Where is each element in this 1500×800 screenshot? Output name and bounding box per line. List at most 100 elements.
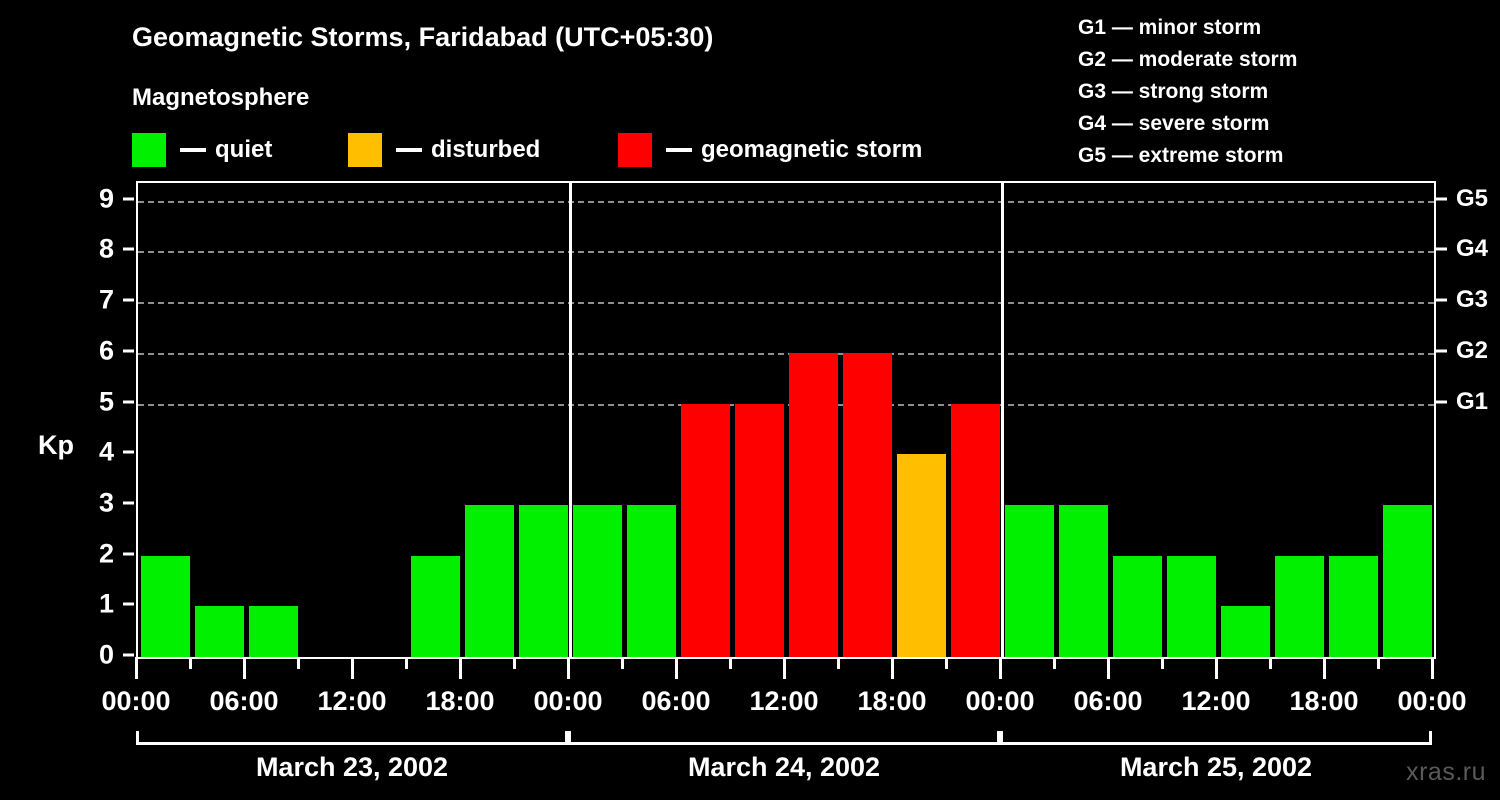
x-tick-45h — [944, 657, 948, 669]
g-tick-G1 — [1436, 400, 1447, 404]
gridline-kp-9 — [138, 200, 1434, 203]
bar-9[interactable] — [626, 504, 676, 657]
x-tick-69h — [1376, 657, 1380, 669]
legend-label: quiet — [215, 136, 273, 163]
x-tick-27h — [620, 657, 624, 669]
bar-5[interactable] — [410, 555, 460, 657]
bar-18[interactable] — [1112, 555, 1162, 657]
disturbed-swatch — [348, 133, 382, 167]
day-bracket-0 — [136, 742, 568, 745]
day-bracket-end-1-0 — [568, 731, 571, 745]
bar-13[interactable] — [842, 352, 892, 657]
x-tick-label-10: 12:00 — [1181, 686, 1251, 716]
y-tick-label-5: 5 — [98, 386, 114, 417]
bar-16[interactable] — [1004, 504, 1054, 657]
x-tick-label-4: 00:00 — [533, 686, 603, 716]
x-tick-label-0: 00:00 — [101, 686, 171, 716]
x-tick-label-3: 18:00 — [425, 686, 495, 716]
x-tick-label-5: 06:00 — [641, 686, 711, 716]
legend-item-2[interactable]: geomagnetic storm — [618, 132, 922, 168]
x-tick-24h — [566, 657, 570, 679]
x-tick-36h — [782, 657, 786, 679]
x-tick-66h — [1322, 657, 1326, 679]
page-title: Geomagnetic Storms, Faridabad (UTC+05:30… — [132, 22, 714, 52]
day-bracket-end-2-0 — [1000, 731, 1003, 745]
gridline-kp-5 — [138, 403, 1434, 406]
bar-6[interactable] — [464, 504, 514, 657]
day-bracket-1 — [568, 742, 1000, 745]
x-tick-label-8: 00:00 — [965, 686, 1035, 716]
g-tick-G4 — [1436, 247, 1447, 251]
bar-12[interactable] — [788, 352, 838, 657]
x-tick-72h — [1430, 657, 1434, 679]
bar-17[interactable] — [1058, 504, 1108, 657]
y-tick-label-1: 1 — [98, 588, 114, 619]
storm-swatch — [618, 133, 652, 167]
bar-11[interactable] — [734, 403, 784, 657]
day-separator-48h — [1000, 183, 1004, 657]
x-tick-6h — [242, 657, 246, 679]
bar-23[interactable] — [1382, 504, 1432, 657]
g-tick-G2 — [1436, 349, 1447, 353]
legend-label: geomagnetic storm — [701, 136, 923, 163]
y-tick-8 — [123, 247, 134, 251]
day-bracket-end-0-0 — [136, 731, 139, 745]
g-legend-row-5: G5 — extreme storm — [1078, 144, 1284, 167]
y-tick-label-7: 7 — [98, 284, 114, 315]
x-tick-39h — [836, 657, 840, 669]
day-bracket-end-1-1 — [997, 731, 1000, 745]
y-tick-5 — [123, 400, 134, 404]
legend-item-1[interactable]: disturbed — [348, 132, 540, 168]
y-tick-2 — [123, 552, 134, 556]
bar-21[interactable] — [1274, 555, 1324, 657]
bar-8[interactable] — [572, 504, 622, 657]
y-tick-label-9: 9 — [98, 183, 114, 214]
x-tick-label-9: 06:00 — [1073, 686, 1143, 716]
x-tick-label-1: 06:00 — [209, 686, 279, 716]
legend-dash-icon — [180, 148, 206, 152]
quiet-swatch — [132, 133, 166, 167]
bar-10[interactable] — [680, 403, 730, 657]
legend-dash-icon — [396, 148, 422, 152]
x-tick-18h — [458, 657, 462, 679]
x-tick-9h — [296, 657, 300, 669]
y-tick-label-0: 0 — [98, 639, 114, 670]
bar-7[interactable] — [518, 504, 568, 657]
day-label-1: March 24, 2002 — [687, 752, 881, 782]
y-tick-3 — [123, 501, 134, 505]
x-tick-30h — [674, 657, 678, 679]
x-tick-54h — [1106, 657, 1110, 679]
y-tick-label-4: 4 — [98, 436, 114, 467]
y-axis-title: Kp — [38, 430, 74, 460]
bar-19[interactable] — [1166, 555, 1216, 657]
g-legend-row-4: G4 — severe storm — [1078, 112, 1270, 135]
bar-1[interactable] — [194, 606, 244, 657]
x-tick-60h — [1214, 657, 1218, 679]
bar-22[interactable] — [1328, 555, 1378, 657]
bar-14[interactable] — [896, 454, 946, 657]
legend-item-0[interactable]: quiet — [132, 132, 272, 168]
bar-15[interactable] — [950, 403, 1000, 657]
day-separator-24h — [568, 183, 572, 657]
g-legend-row-1: G1 — minor storm — [1078, 16, 1262, 39]
plot-inner — [138, 183, 1434, 657]
bar-20[interactable] — [1220, 606, 1270, 657]
bar-2[interactable] — [248, 606, 298, 657]
x-tick-3h — [188, 657, 192, 669]
x-tick-label-7: 18:00 — [857, 686, 927, 716]
bar-0[interactable] — [140, 555, 190, 657]
y-tick-1 — [123, 602, 134, 606]
g-scale-legend: G1 — minor storm G2 — moderate storm G3 — … — [1078, 12, 1297, 172]
plot-area — [136, 181, 1436, 659]
legend-label: disturbed — [431, 136, 541, 163]
x-tick-label-12: 00:00 — [1397, 686, 1467, 716]
x-tick-label-2: 12:00 — [317, 686, 387, 716]
day-bracket-2 — [1000, 742, 1432, 745]
x-tick-51h — [1052, 657, 1056, 669]
y-tick-6 — [123, 349, 134, 353]
g-axis-label-G5: G5 — [1456, 184, 1489, 212]
x-tick-12h — [350, 657, 354, 679]
y-tick-0 — [123, 653, 134, 657]
gridline-kp-8 — [138, 251, 1434, 254]
